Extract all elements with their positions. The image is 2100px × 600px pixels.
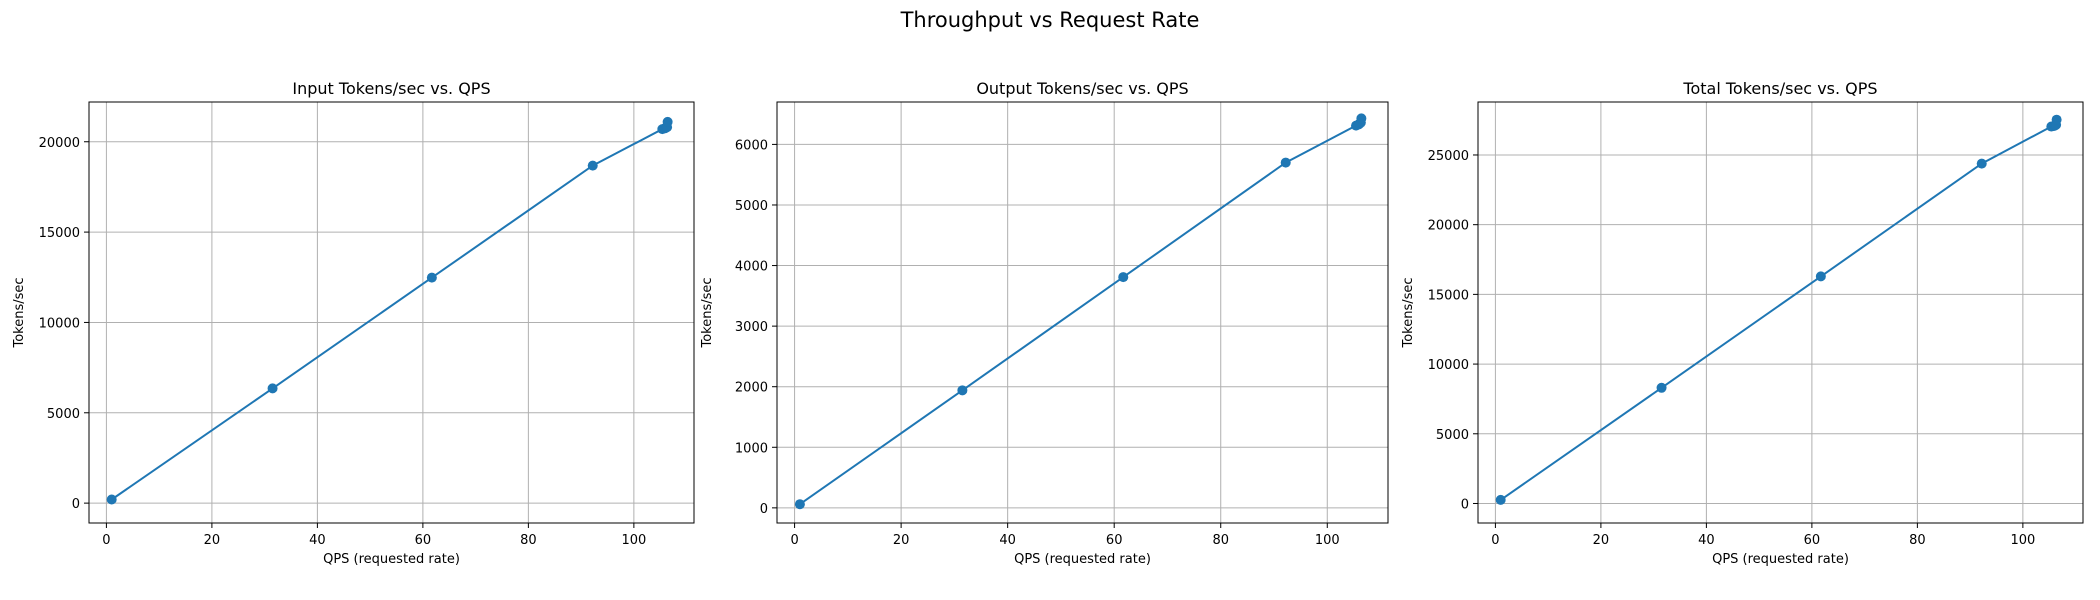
y-tick-label: 20000 xyxy=(1428,219,1469,234)
y-tick-label: 20000 xyxy=(39,136,80,151)
figure-title: Throughput vs Request Rate xyxy=(900,8,1200,32)
y-axis-label: Tokens/sec xyxy=(1401,277,1416,348)
y-tick-label: 3000 xyxy=(735,320,768,335)
y-tick-label: 5000 xyxy=(47,407,80,422)
data-point xyxy=(426,272,437,283)
x-tick-label: 40 xyxy=(999,533,1016,548)
data-point xyxy=(1118,272,1129,283)
x-tick-label: 80 xyxy=(1909,533,1926,548)
axes-frame xyxy=(1477,101,2084,524)
y-tick-label: 2000 xyxy=(735,381,768,396)
y-tick-label: 15000 xyxy=(39,226,80,241)
chart-title: Input Tokens/sec vs. QPS xyxy=(292,79,490,98)
axes-frame xyxy=(88,101,695,524)
x-tick-label: 20 xyxy=(893,533,910,548)
y-axis-label: Tokens/sec xyxy=(700,277,715,348)
x-tick-label: 20 xyxy=(1593,533,1610,548)
x-tick-label: 80 xyxy=(1212,533,1229,548)
data-point xyxy=(957,385,968,396)
y-tick-label: 4000 xyxy=(735,260,768,275)
y-tick-label: 0 xyxy=(72,497,80,512)
data-point xyxy=(1280,157,1291,168)
chart-panel-3: 0 20 40 60 80 100 0 5000 10000 15000 20000 25000 Tot… xyxy=(1401,79,2084,567)
x-tick-label: 0 xyxy=(1491,533,1499,548)
y-tick-label: 15000 xyxy=(1428,288,1469,303)
data-point xyxy=(1495,494,1506,505)
y-axis-label: Tokens/sec xyxy=(12,277,27,348)
y-tick-label: 5000 xyxy=(1436,428,1469,443)
x-tick-label: 20 xyxy=(204,533,221,548)
data-point xyxy=(2051,114,2062,125)
data-point xyxy=(267,383,278,394)
axes-frame xyxy=(776,101,1389,524)
x-tick-label: 0 xyxy=(102,533,110,548)
x-axis-label: QPS (requested rate) xyxy=(323,552,460,567)
data-point xyxy=(587,160,598,171)
x-axis-label: QPS (requested rate) xyxy=(1712,552,1849,567)
y-tick-label: 6000 xyxy=(735,138,768,153)
x-tick-label: 60 xyxy=(415,533,432,548)
chart-title: Total Tokens/sec vs. QPS xyxy=(1682,79,1877,98)
x-tick-label: 40 xyxy=(1698,533,1715,548)
y-tick-label: 25000 xyxy=(1428,149,1469,164)
x-tick-label: 40 xyxy=(309,533,326,548)
chart-panel-1: 0 20 40 60 80 100 0 5000 10000 15000 20000 Input To… xyxy=(12,79,695,567)
x-tick-label: 100 xyxy=(621,533,646,548)
data-point xyxy=(794,499,805,510)
x-tick-label: 80 xyxy=(520,533,537,548)
y-tick-label: 0 xyxy=(1461,497,1469,512)
y-tick-label: 5000 xyxy=(735,199,768,214)
x-tick-label: 60 xyxy=(1804,533,1821,548)
data-point xyxy=(662,116,673,127)
chart-title: Output Tokens/sec vs. QPS xyxy=(976,79,1188,98)
y-tick-label: 10000 xyxy=(1428,358,1469,373)
x-tick-label: 100 xyxy=(1315,533,1340,548)
x-axis-label: QPS (requested rate) xyxy=(1014,552,1151,567)
data-point xyxy=(1356,113,1367,124)
data-point xyxy=(1656,382,1667,393)
chart-panel-2: 0 20 40 60 80 1000100020003000400050006000Out… xyxy=(700,79,1389,567)
x-tick-label: 100 xyxy=(2010,533,2035,548)
x-tick-label: 0 xyxy=(790,533,798,548)
x-tick-label: 60 xyxy=(1106,533,1123,548)
y-tick-label: 10000 xyxy=(39,316,80,331)
y-tick-label: 1000 xyxy=(735,441,768,456)
data-point xyxy=(1815,271,1826,282)
y-tick-label: 0 xyxy=(760,502,768,517)
data-point xyxy=(106,494,117,505)
data-point xyxy=(1976,158,1987,169)
